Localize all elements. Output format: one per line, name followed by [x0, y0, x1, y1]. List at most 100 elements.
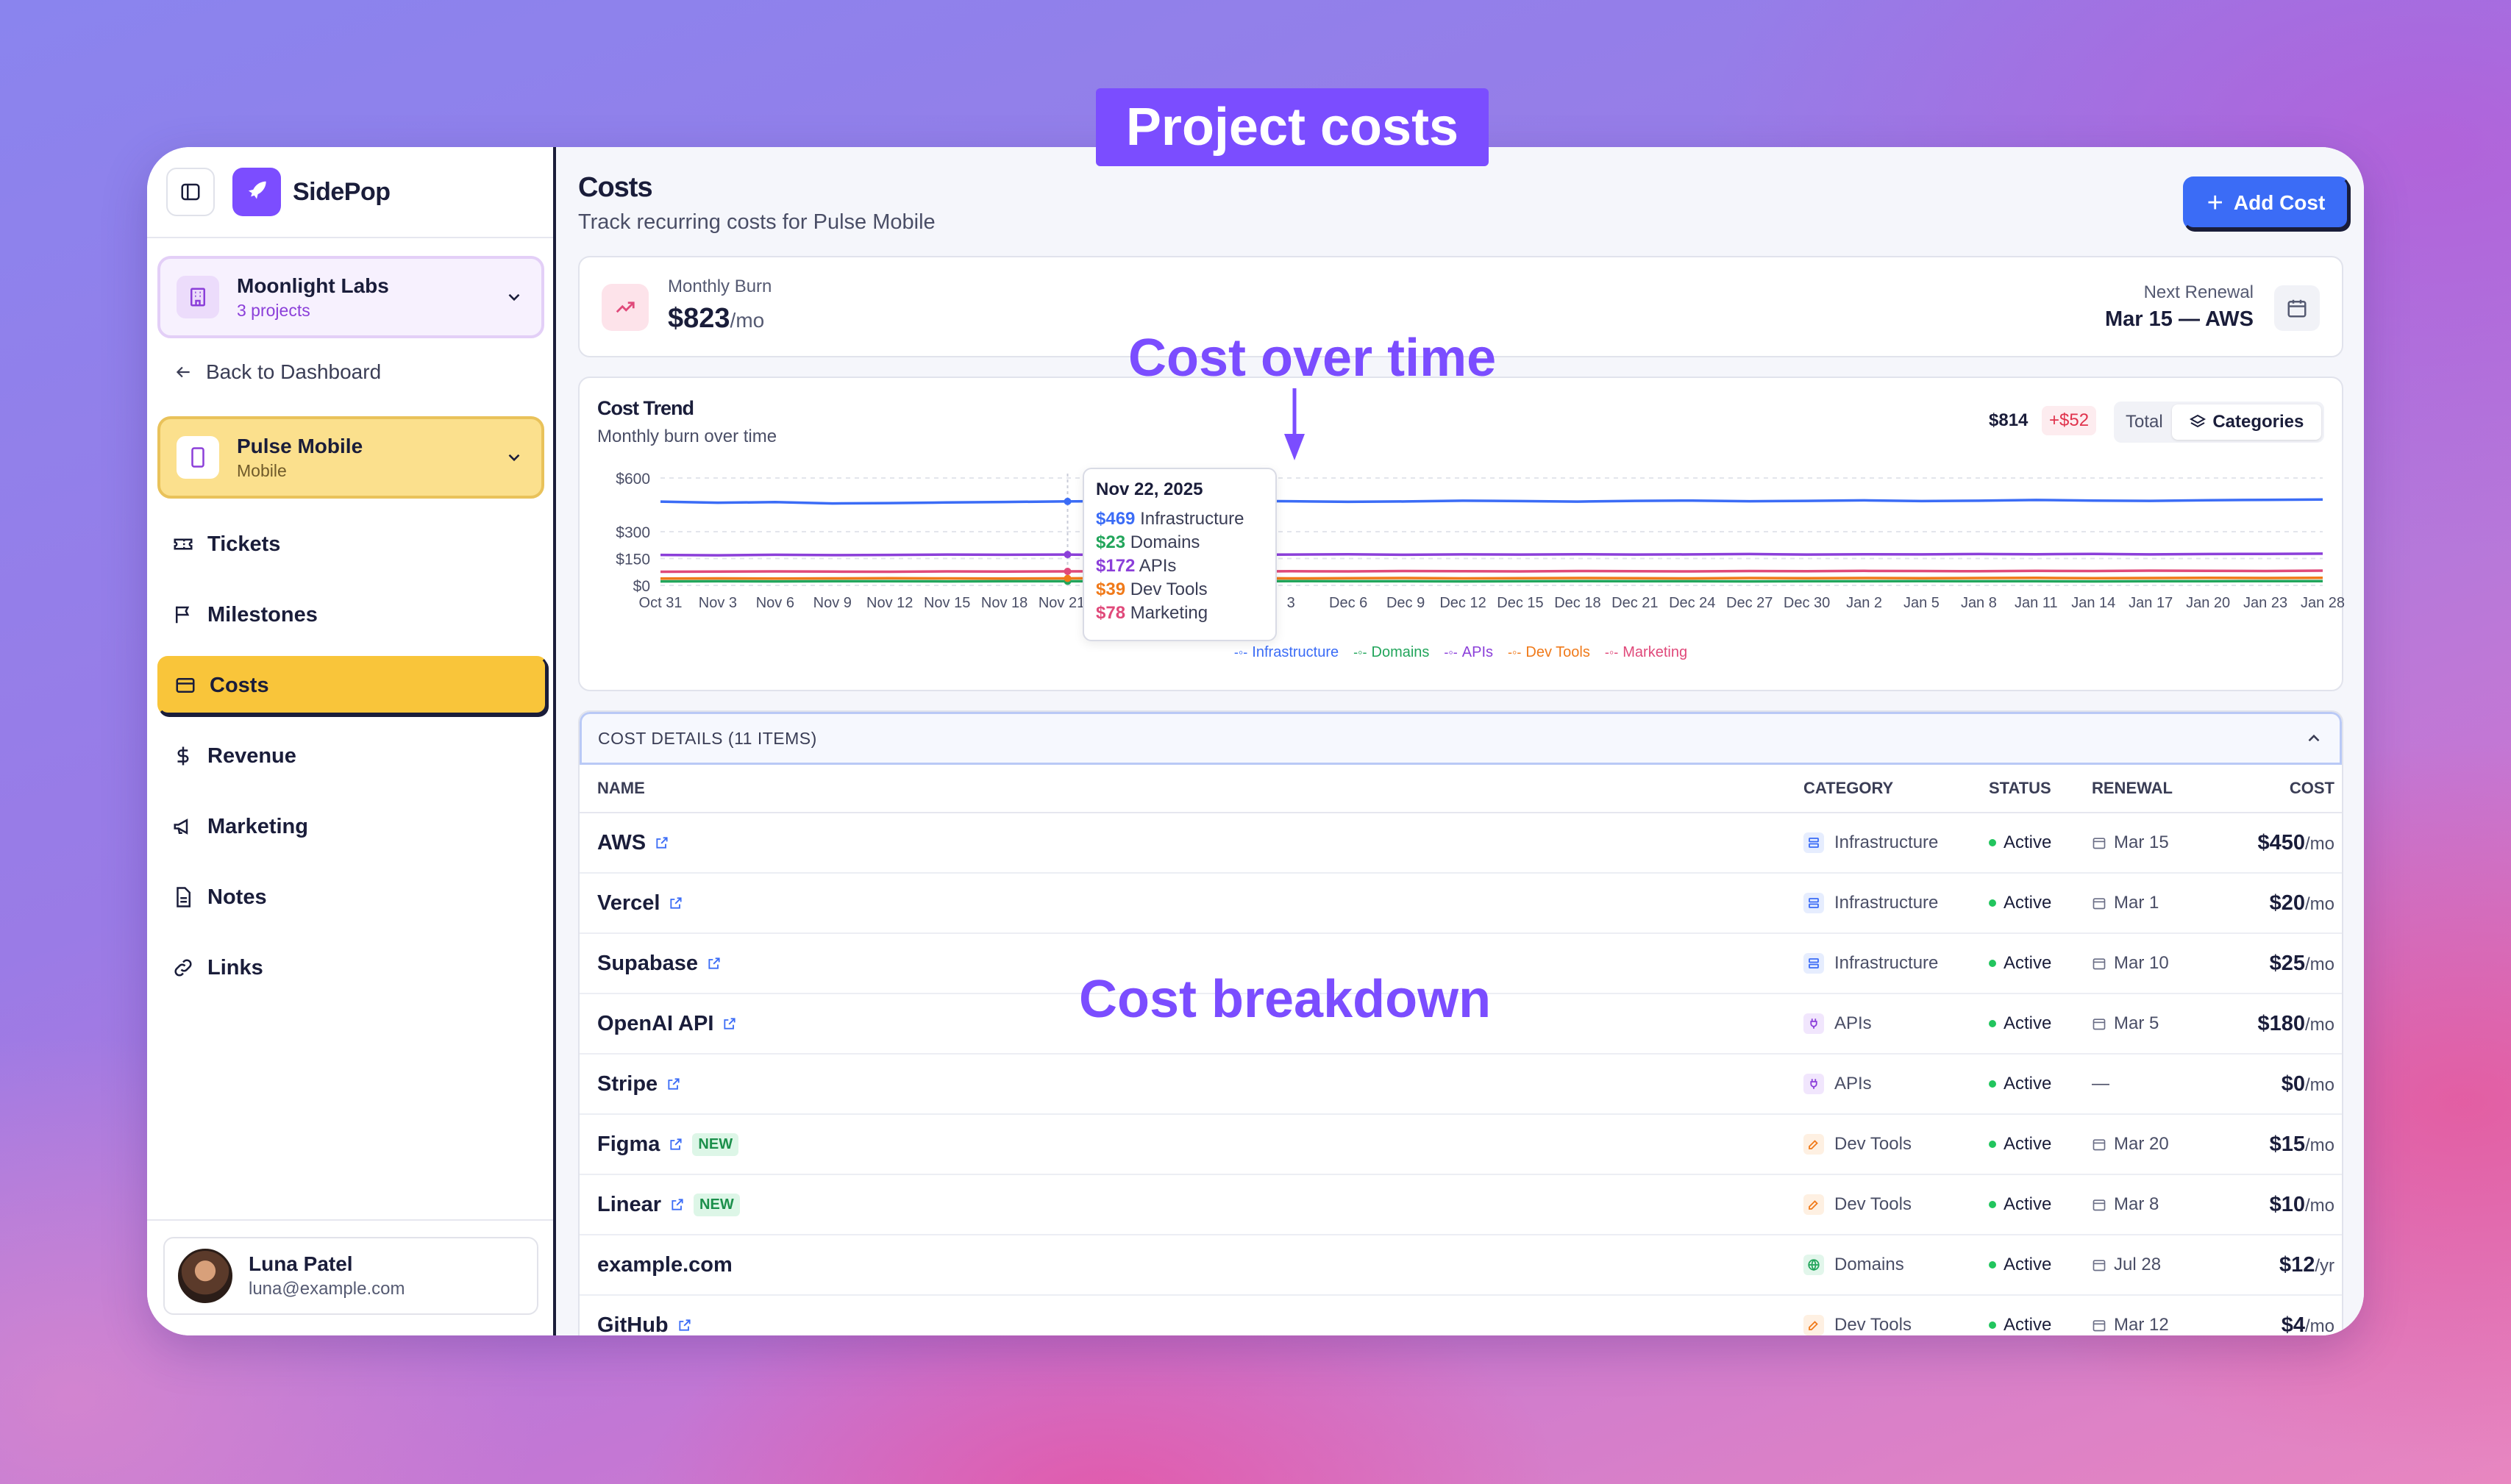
table-row[interactable]: Supabase Infrastructure Active Mar 10 $2…	[580, 934, 2342, 994]
legend-item-apis[interactable]: -◦- APIs	[1444, 644, 1494, 660]
next-renewal-label: Next Renewal	[2143, 282, 2254, 302]
status-label: Active	[2004, 1013, 2052, 1033]
cost-value: $20	[2269, 891, 2305, 915]
renewal-cell: Mar 15	[2092, 832, 2224, 853]
x-tick-label: Jan 14	[2071, 595, 2115, 611]
table-row[interactable]: GitHub Dev Tools Active Mar 12 $4/mo	[580, 1296, 2342, 1335]
cost-details-table: COST DETAILS (11 ITEMS) NAME CATEGORY ST…	[578, 710, 2343, 1335]
y-tick-label: $150	[616, 552, 650, 568]
rocket-icon	[248, 181, 266, 199]
status-dot	[1989, 1261, 1996, 1269]
external-link-icon[interactable]	[722, 1016, 737, 1031]
org-switcher[interactable]: Moonlight Labs 3 projects	[157, 256, 544, 338]
sidebar-item-milestones[interactable]: Milestones	[157, 585, 547, 644]
table-row[interactable]: AWS Infrastructure Active Mar 15 $450/mo	[580, 813, 2342, 874]
external-link-icon[interactable]	[669, 1137, 683, 1152]
column-header-cost[interactable]: COST	[2289, 779, 2334, 797]
cost-name-cell: Supabase	[597, 952, 1803, 976]
callout-cost-over-time: Cost over time	[1128, 329, 1497, 388]
back-to-dashboard-link[interactable]: Back to Dashboard	[174, 360, 381, 384]
series-line-marketing	[660, 569, 2323, 574]
cost-cell: $15/mo	[2224, 1132, 2334, 1157]
renewal-date: —	[2092, 1074, 2109, 1094]
legend-item-domains[interactable]: -◦- Domains	[1353, 644, 1430, 660]
cost-details-header[interactable]: COST DETAILS (11 ITEMS)	[580, 712, 2342, 765]
external-link-icon[interactable]	[707, 956, 722, 971]
renewal-cell: Mar 20	[2092, 1134, 2224, 1155]
legend-item-infrastructure[interactable]: -◦- Infrastructure	[1233, 644, 1339, 660]
tooltip-date: Nov 22, 2025	[1096, 479, 1203, 499]
cost-cell: $25/mo	[2224, 952, 2334, 976]
sidebar-item-links[interactable]: Links	[157, 938, 547, 997]
app-window: SidePop Moonlight Labs 3 projects Back t…	[147, 147, 2364, 1335]
x-tick-label: Dec 18	[1554, 595, 1600, 611]
legend-item-marketing[interactable]: -◦- Marketing	[1604, 644, 1688, 660]
category-label: Dev Tools	[1834, 1134, 1912, 1154]
table-row[interactable]: OpenAI API APIs Active Mar 5 $180/mo	[580, 994, 2342, 1055]
project-name: Pulse Mobile	[237, 434, 363, 457]
cost-name[interactable]: AWS	[597, 830, 647, 855]
toggle-total[interactable]: Total	[2126, 412, 2163, 432]
chevron-down-icon	[503, 286, 525, 308]
calendar-icon	[2092, 896, 2106, 910]
category-label: Dev Tools	[1834, 1194, 1912, 1214]
x-tick-label: Nov 12	[866, 595, 913, 611]
renewal-date: Jul 28	[2114, 1255, 2162, 1274]
cost-name[interactable]: Stripe	[597, 1071, 658, 1096]
cost-value: $15	[2269, 1132, 2305, 1156]
status-dot	[1989, 899, 1996, 907]
table-body: AWS Infrastructure Active Mar 15 $450/mo…	[580, 813, 2342, 1335]
hover-point	[1064, 568, 1072, 576]
sidebar-item-label: Costs	[210, 673, 269, 697]
column-header-name[interactable]: NAME	[597, 779, 645, 797]
cost-name[interactable]: Figma	[597, 1132, 660, 1156]
add-cost-button[interactable]: + Add Cost	[2183, 176, 2349, 229]
x-tick-label: Dec 6	[1329, 595, 1367, 611]
cost-name[interactable]: GitHub	[597, 1313, 669, 1336]
cost-trend-chart[interactable]: $0 $150 $300 $600 Oct 31 Nov 3 Nov 6 Nov 9 Nov 1…	[580, 452, 2345, 643]
external-link-icon[interactable]	[677, 1318, 692, 1333]
table-row[interactable]: example.com Domains Active Jul 28 $12/yr	[580, 1235, 2342, 1296]
column-header-category[interactable]: CATEGORY	[1803, 779, 1894, 797]
table-row[interactable]: Vercel Infrastructure Active Mar 1 $20/m…	[580, 874, 2342, 934]
calendar-button[interactable]	[2274, 285, 2320, 331]
status-label: Active	[2004, 1194, 2052, 1214]
table-row[interactable]: Stripe APIs Active — $0/mo	[580, 1055, 2342, 1115]
cost-name[interactable]: Linear	[597, 1192, 662, 1216]
project-switcher[interactable]: Pulse Mobile Mobile	[157, 416, 544, 499]
sidebar-item-marketing[interactable]: Marketing	[157, 797, 547, 856]
sidebar-item-notes[interactable]: Notes	[157, 868, 547, 927]
sidebar-toggle-button[interactable]	[166, 168, 215, 216]
legend-item-dev-tools[interactable]: -◦- Dev Tools	[1508, 644, 1590, 660]
external-link-icon[interactable]	[669, 896, 683, 910]
cost-name[interactable]: example.com	[597, 1252, 733, 1277]
external-link-icon[interactable]	[655, 835, 669, 850]
external-link-icon[interactable]	[666, 1077, 681, 1091]
renewal-cell: —	[2092, 1074, 2224, 1094]
column-header-renewal[interactable]: RENEWAL	[2092, 779, 2173, 797]
toggle-categories[interactable]: Categories	[2171, 404, 2321, 440]
x-tick-label: Nov 18	[981, 595, 1027, 611]
sidebar-item-revenue[interactable]: Revenue	[157, 727, 547, 785]
external-link-icon[interactable]	[670, 1197, 685, 1212]
series-line-infrastructure	[660, 498, 2323, 505]
chevron-up-icon	[2308, 734, 2320, 742]
cost-cell: $12/yr	[2224, 1253, 2334, 1277]
status-dot	[1989, 1201, 1996, 1208]
calendar-icon	[2092, 956, 2106, 971]
category-cell: Infrastructure	[1803, 953, 1989, 974]
cost-name[interactable]: OpenAI API	[597, 1011, 714, 1035]
cost-name[interactable]: Supabase	[597, 951, 698, 975]
renewal-date: Mar 8	[2114, 1194, 2159, 1214]
cost-name[interactable]: Vercel	[597, 891, 660, 915]
sidebar-item-tickets[interactable]: Tickets	[157, 515, 547, 574]
table-row[interactable]: Linear NEW Dev Tools Active Mar 8 $10/mo	[580, 1175, 2342, 1235]
renewal-date: Mar 10	[2114, 953, 2169, 973]
user-profile-card[interactable]: Luna Patel luna@example.com	[163, 1237, 538, 1315]
category-cell: Dev Tools	[1803, 1134, 1989, 1155]
sidebar-item-costs[interactable]: Costs	[157, 656, 547, 715]
column-header-status[interactable]: STATUS	[1989, 779, 2051, 797]
category-cell: APIs	[1803, 1013, 1989, 1034]
chart-legend: -◦- Infrastructure -◦- Domains -◦- APIs -◦-…	[580, 644, 2342, 661]
table-row[interactable]: Figma NEW Dev Tools Active Mar 20 $15/mo	[580, 1115, 2342, 1175]
